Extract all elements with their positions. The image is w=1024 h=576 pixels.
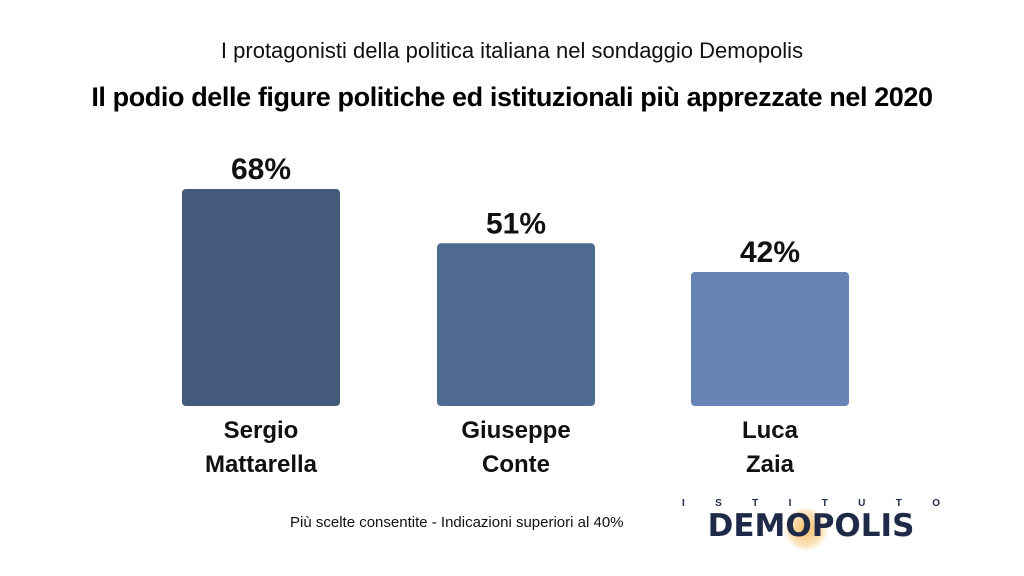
chart-subtitle: I protagonisti della politica italiana n…	[220, 38, 804, 63]
bar	[691, 271, 849, 406]
category-label: Mattarella	[205, 451, 318, 478]
category-label: Luca	[742, 417, 799, 444]
bar-value-label: 68%	[231, 153, 291, 186]
logo-glow-icon	[784, 508, 828, 550]
logo-letter: T	[752, 498, 759, 509]
category-label: Sergio	[224, 417, 299, 444]
logo-letter: U	[858, 498, 866, 509]
demopolis-logo: I S T I T U T O DEMOPOLIS	[680, 498, 942, 550]
logo-letter: T	[821, 498, 828, 509]
logo-letter: T	[895, 498, 902, 509]
logo-letter: I	[788, 498, 792, 509]
logo-demopolis-text: DEMOPOLIS	[707, 508, 915, 544]
category-label: Conte	[482, 451, 550, 478]
category-label: Zaia	[746, 451, 795, 478]
bar	[182, 189, 340, 406]
logo-letter: S	[715, 498, 722, 509]
chart-title: Il podio delle figure politiche ed istit…	[91, 82, 933, 112]
category-label: Giuseppe	[461, 417, 570, 444]
bar-value-label: 51%	[486, 207, 546, 240]
bar	[437, 243, 595, 406]
bar-value-label: 42%	[740, 236, 800, 269]
logo-letter: O	[932, 498, 940, 509]
logo-letter: I	[682, 498, 685, 509]
footnote: Più scelte consentite - Indicazioni supe…	[290, 514, 624, 531]
